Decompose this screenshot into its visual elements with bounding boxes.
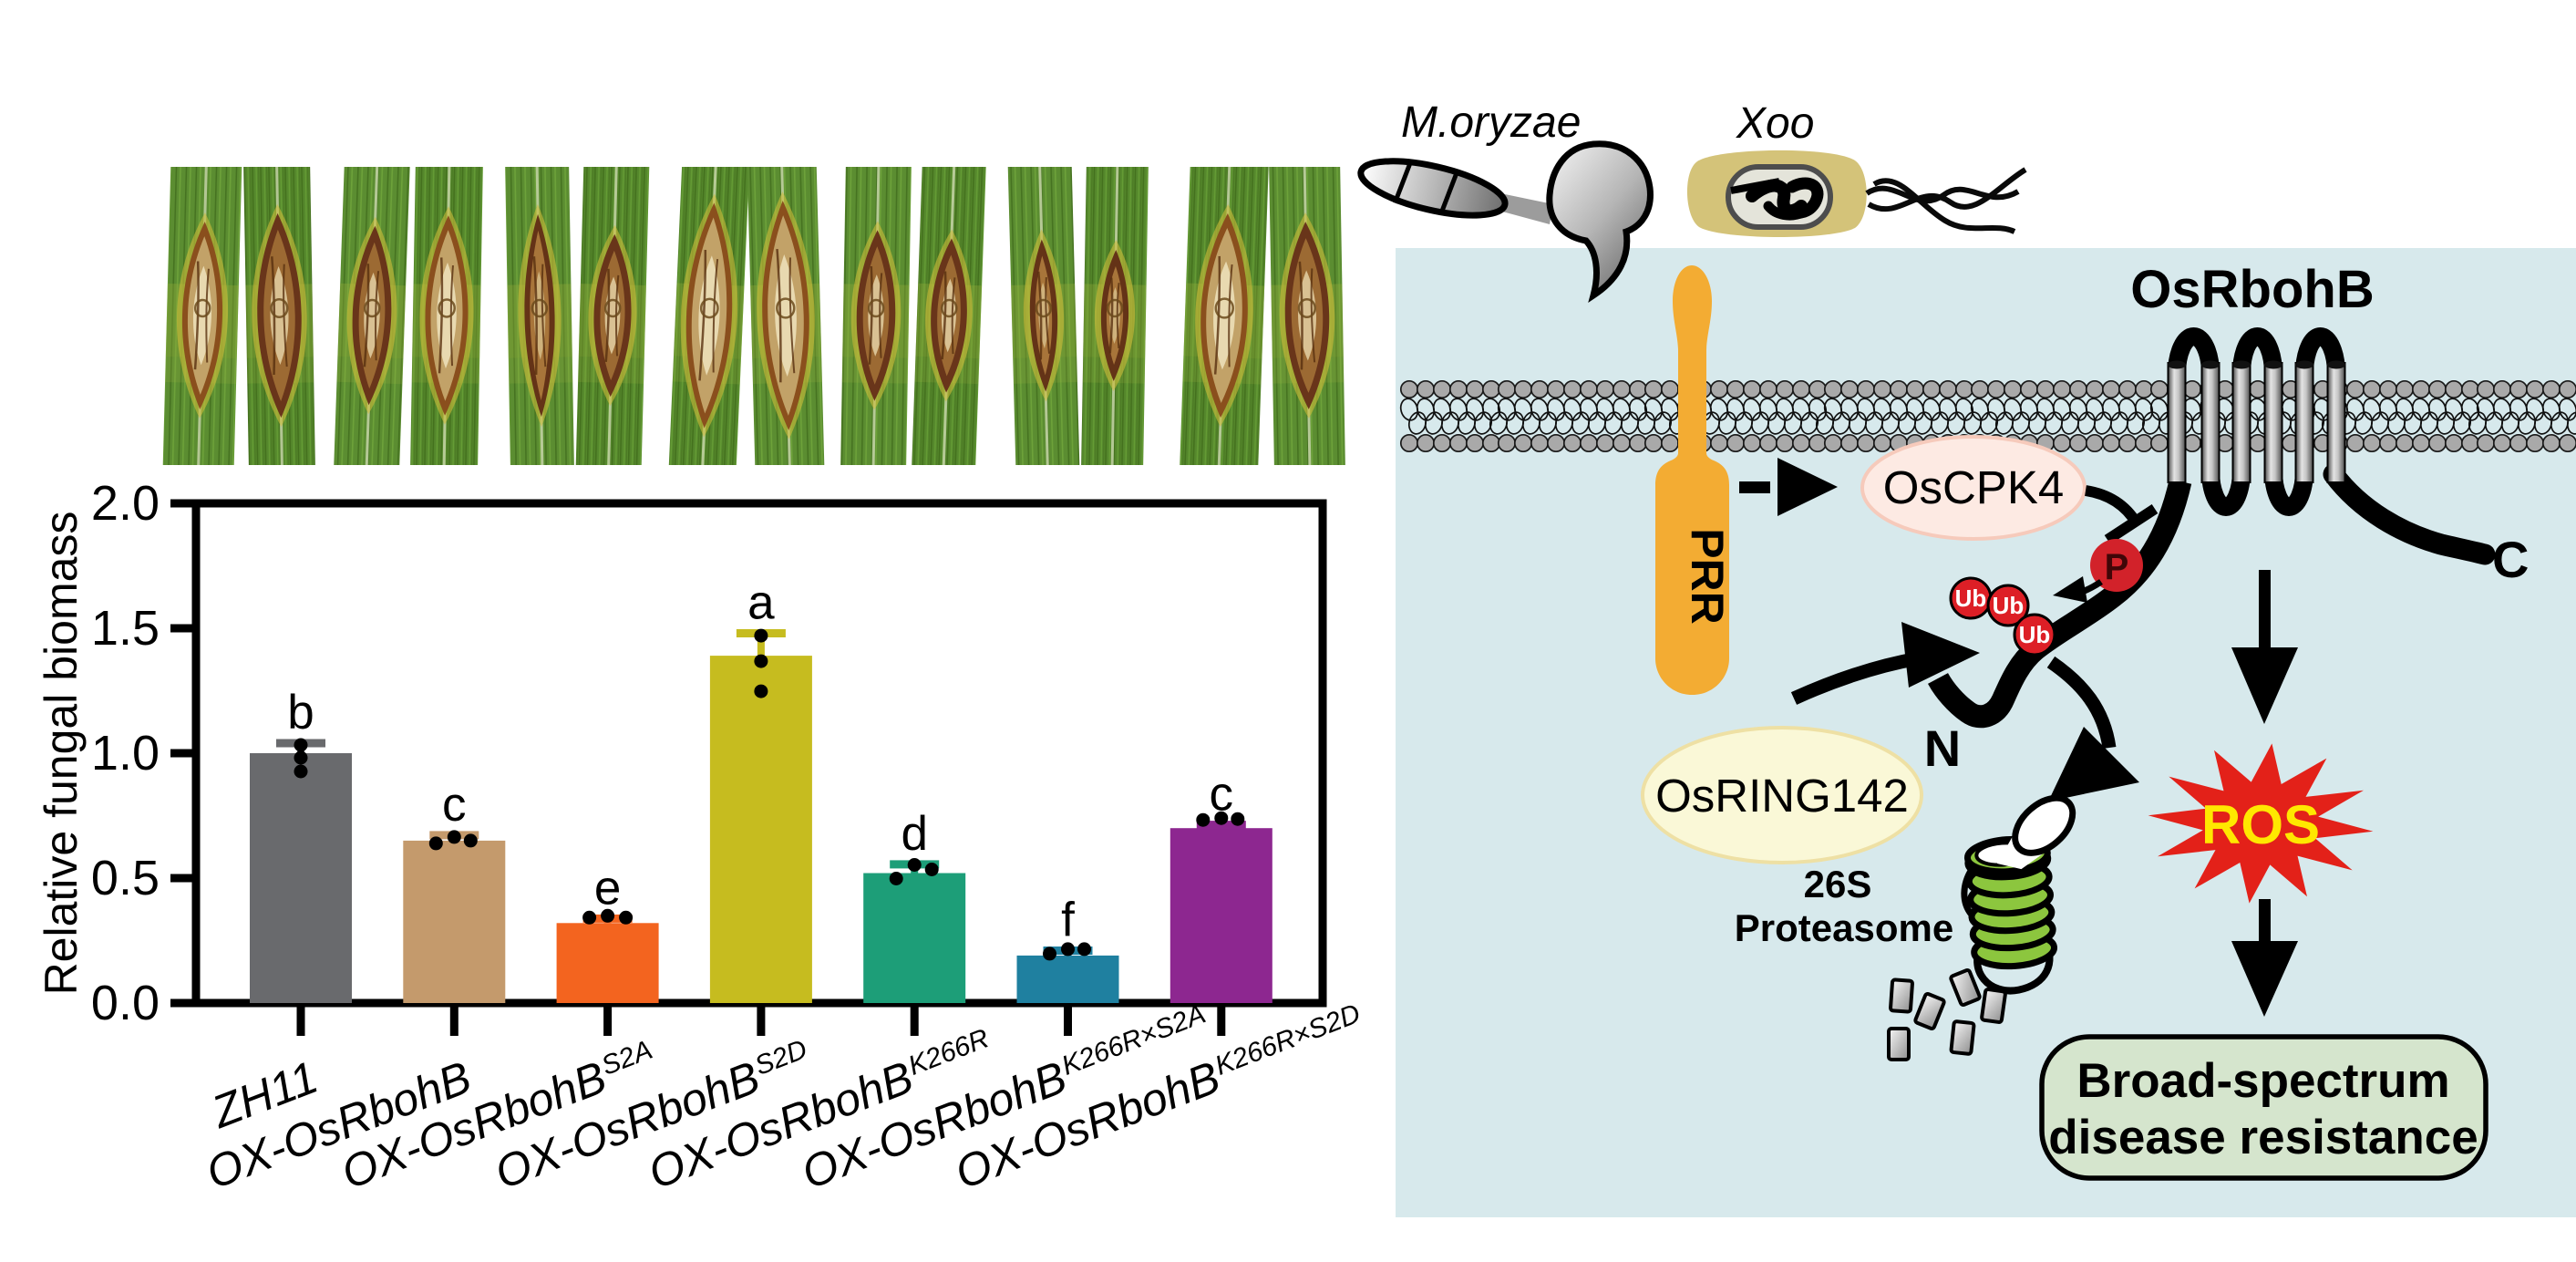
svg-text:1.5: 1.5 xyxy=(91,601,160,656)
svg-text:N: N xyxy=(1924,719,1961,777)
svg-text:c: c xyxy=(1210,768,1234,822)
svg-text:OsRbohB: OsRbohB xyxy=(2130,260,2374,319)
svg-text:Ub: Ub xyxy=(2019,621,2051,648)
svg-text:c: c xyxy=(442,778,467,832)
svg-text:d: d xyxy=(901,807,927,861)
svg-text:Proteasome: Proteasome xyxy=(1735,906,1953,949)
svg-text:Relative fungal biomass: Relative fungal biomass xyxy=(36,512,87,996)
svg-text:ROS: ROS xyxy=(2201,794,2320,855)
svg-text:Broad-spectrum: Broad-spectrum xyxy=(2076,1054,2449,1108)
svg-text:Xoo: Xoo xyxy=(1736,99,1814,148)
svg-text:0.0: 0.0 xyxy=(91,976,160,1030)
svg-text:C: C xyxy=(2492,531,2529,588)
svg-text:0.5: 0.5 xyxy=(91,851,160,905)
svg-text:26S: 26S xyxy=(1804,863,1872,905)
svg-text:1.0: 1.0 xyxy=(91,726,160,781)
svg-text:M.oryzae: M.oryzae xyxy=(1401,98,1581,147)
svg-text:Ub: Ub xyxy=(1955,584,1987,612)
svg-text:b: b xyxy=(287,686,314,740)
svg-text:a: a xyxy=(747,576,775,630)
svg-text:disease resistance: disease resistance xyxy=(2048,1111,2478,1164)
svg-text:Ub: Ub xyxy=(1993,592,2025,619)
svg-text:f: f xyxy=(1061,894,1075,947)
svg-text:e: e xyxy=(594,861,621,915)
svg-text:2.0: 2.0 xyxy=(91,476,160,531)
svg-text:OsRING142: OsRING142 xyxy=(1655,770,1909,822)
svg-text:OsCPK4: OsCPK4 xyxy=(1883,461,2064,513)
svg-text:P: P xyxy=(2105,547,2129,587)
svg-text:PRR: PRR xyxy=(1682,528,1733,625)
